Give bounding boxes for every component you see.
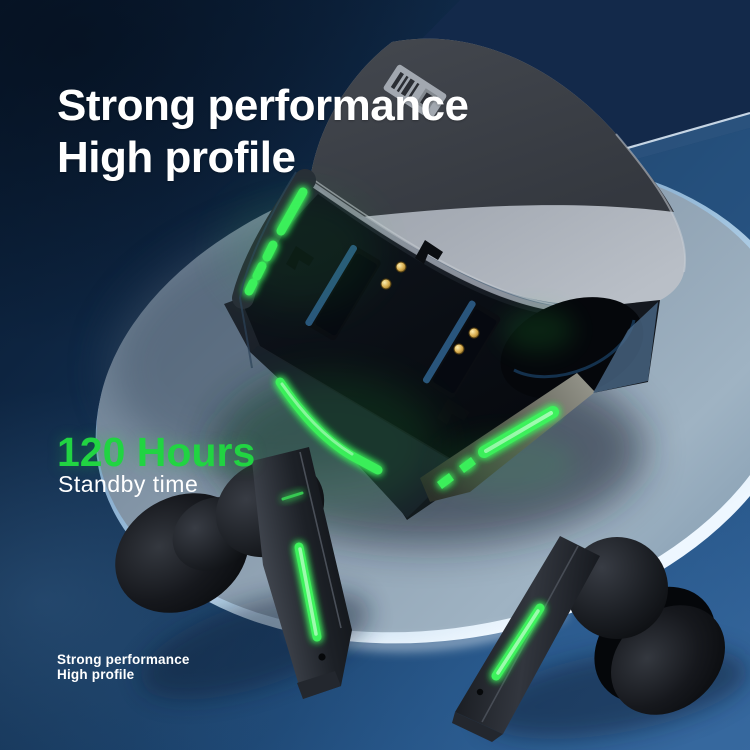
stem-led-core — [496, 609, 540, 675]
molded-notch — [415, 240, 443, 264]
charging-pin — [453, 343, 465, 355]
feature-value: 120 Hours — [57, 429, 256, 475]
stem-tip-face — [297, 671, 341, 699]
molded-notch — [437, 398, 470, 425]
footnote: Strong performance High profile — [57, 652, 190, 682]
charging-pins — [380, 261, 480, 355]
barcode-sticker — [383, 64, 447, 120]
wall-panel-edge-highlight — [616, 111, 750, 153]
headline-line1: Strong performance — [57, 81, 469, 130]
charging-pin — [468, 327, 480, 339]
green-ambient-glow — [435, 433, 575, 497]
case-lid — [310, 38, 687, 312]
mic-hole — [476, 688, 484, 696]
mic-hole — [318, 653, 326, 661]
earbud-left — [115, 447, 370, 700]
earbud-right — [452, 536, 749, 742]
lid-edge-highlight — [615, 133, 687, 273]
stem-facet-line — [299, 451, 342, 629]
case-right-facet — [593, 302, 658, 393]
headline: Strong performance High profile — [57, 80, 469, 184]
charging-pin — [395, 261, 407, 273]
wall-panel-dark — [393, 0, 750, 151]
footnote-line1: Strong performance — [57, 652, 190, 667]
charging-case — [220, 38, 687, 520]
cradle-green-glow — [502, 308, 574, 352]
stem-top-led-glint — [281, 491, 304, 501]
stem-facet-line — [481, 545, 579, 723]
footnote-line2: High profile — [57, 667, 135, 682]
charging-pin — [380, 278, 392, 290]
headline-line2: High profile — [57, 133, 296, 182]
feature-label: Standby time — [58, 471, 199, 497]
stem-led-core — [298, 547, 318, 636]
stem-tip-face — [452, 712, 503, 742]
green-ambient-glow — [220, 190, 380, 310]
wall-panel-bevel — [617, 113, 750, 163]
